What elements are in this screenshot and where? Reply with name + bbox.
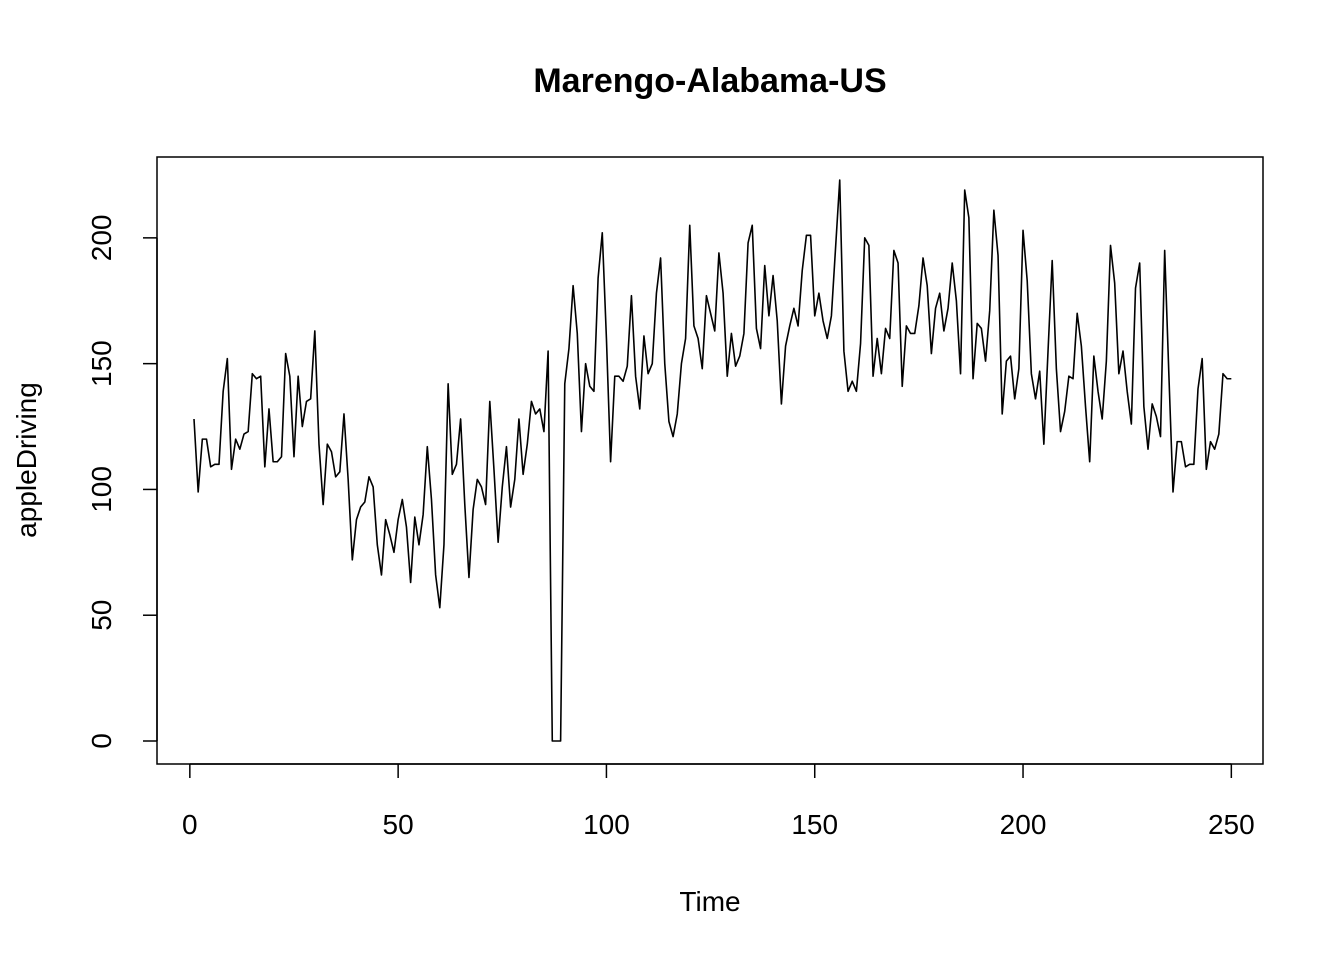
x-axis-label: Time [679,886,740,917]
series-line [193,179,1232,742]
x-tick-label: 100 [583,809,630,840]
x-tick-label: 0 [182,809,198,840]
series-layer [193,179,1232,742]
chart-title: Marengo-Alabama-US [533,62,886,100]
x-axis: 0 50 100 150 200 250 [182,763,1255,840]
y-tick-label: 150 [86,340,117,387]
y-tick-label: 100 [86,466,117,513]
y-tick-label: 50 [86,600,117,631]
x-tick-label: 150 [791,809,838,840]
y-tick-label: 0 [86,733,117,749]
y-tick-label: 200 [86,215,117,262]
y-axis: 0 50 100 150 200 [86,215,158,749]
x-tick-label: 200 [1000,809,1047,840]
plot-frame [156,156,1264,765]
x-tick-label: 50 [383,809,414,840]
y-axis-label: appleDriving [11,382,42,538]
x-tick-label: 250 [1208,809,1255,840]
